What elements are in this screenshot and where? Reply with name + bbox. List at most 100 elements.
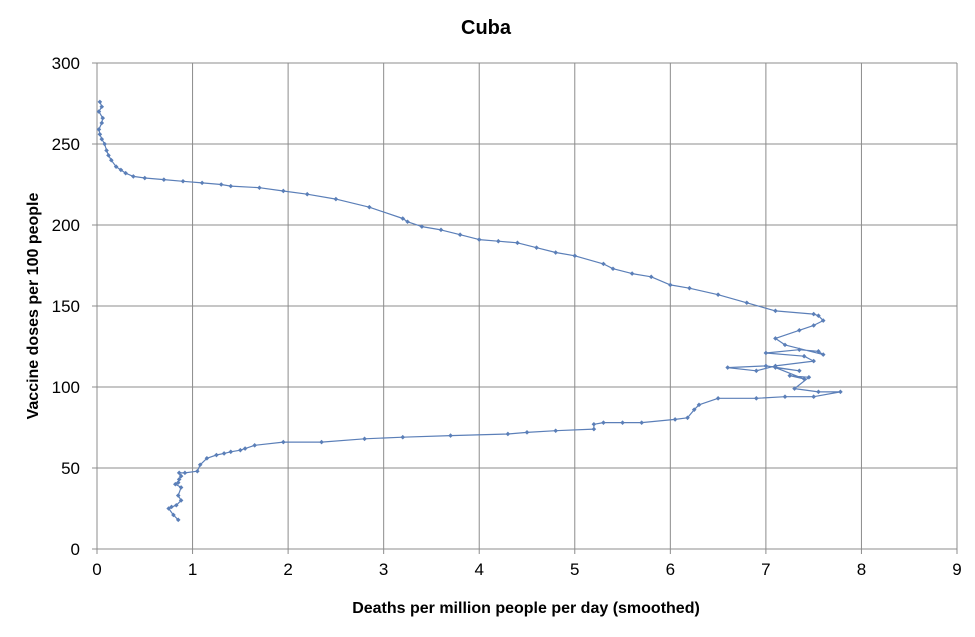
x-axis-title: Deaths per million people per day (smoot…: [352, 600, 700, 617]
data-point: [672, 417, 678, 422]
data-point: [787, 373, 793, 378]
data-point: [457, 232, 463, 238]
data-point: [610, 266, 616, 272]
y-axis-title: Vaccine doses per 100 people: [25, 193, 42, 420]
data-point: [131, 174, 136, 179]
data-point: [197, 462, 203, 468]
x-tick-label: 4: [474, 560, 483, 579]
data-point: [601, 420, 606, 425]
axes: [92, 62, 958, 554]
data-point: [171, 512, 176, 518]
y-tick-label: 0: [71, 540, 80, 559]
data-point: [178, 473, 184, 479]
data-point: [763, 350, 769, 356]
data-point: [106, 153, 111, 158]
x-tick-label: 7: [761, 560, 770, 579]
data-point: [797, 368, 802, 374]
data-point: [180, 178, 186, 184]
data-point: [100, 115, 106, 121]
x-tick-label: 1: [188, 560, 197, 579]
tick-labels: 0 1 2 3 4 5 6 7 8 9 0 50 100 150 200 250 300: [52, 54, 962, 579]
data-point: [620, 420, 625, 425]
data-point: [811, 311, 816, 317]
data-point: [96, 127, 102, 132]
data-point: [820, 352, 826, 357]
data-point: [816, 313, 821, 319]
data-point: [242, 446, 248, 451]
data-point: [204, 455, 210, 461]
data-point: [816, 349, 821, 354]
data-point: [744, 300, 750, 306]
data-point: [281, 188, 286, 194]
data-point: [797, 328, 802, 333]
data-point: [214, 452, 219, 458]
data-point: [553, 428, 558, 434]
data-point: [257, 185, 262, 191]
data-point: [773, 363, 778, 369]
data-point: [438, 227, 444, 233]
data-point: [601, 261, 606, 267]
data-point: [691, 407, 697, 412]
data-point: [173, 481, 178, 487]
data-point: [792, 386, 797, 391]
data-point: [648, 274, 654, 280]
data-point: [773, 336, 778, 341]
data-point: [99, 104, 105, 110]
data-point: [221, 451, 227, 456]
data-point: [838, 389, 843, 395]
data-point: [816, 389, 821, 395]
data-point: [174, 502, 179, 508]
data-point: [400, 216, 406, 221]
series-line: [98, 101, 842, 521]
data-point: [811, 394, 816, 400]
y-tick-label: 50: [61, 459, 80, 478]
data-point: [238, 447, 243, 453]
data-point: [109, 157, 114, 163]
y-tick-label: 300: [52, 54, 80, 73]
data-point: [773, 308, 778, 314]
x-tick-label: 2: [283, 560, 292, 579]
grid: [97, 62, 958, 549]
data-point: [419, 224, 425, 229]
data-point: [476, 237, 482, 242]
data-point: [169, 504, 174, 510]
data-point: [228, 183, 234, 189]
x-tick-label: 0: [92, 560, 101, 579]
y-tick-label: 150: [52, 297, 80, 316]
data-point: [820, 318, 826, 323]
data-point: [687, 285, 692, 291]
data-point: [178, 498, 184, 503]
x-tick-label: 5: [570, 560, 579, 579]
data-point: [99, 120, 105, 126]
data-point: [534, 245, 539, 250]
data-point: [97, 131, 103, 137]
data-point: [118, 167, 124, 173]
data-point: [754, 368, 759, 374]
data-point: [801, 353, 807, 359]
series-group: [96, 99, 843, 523]
data-point: [797, 347, 802, 353]
data-point: [725, 365, 730, 370]
x-tick-label: 8: [857, 560, 866, 579]
data-point: [199, 180, 205, 186]
data-point: [405, 219, 410, 225]
data-point: [811, 358, 816, 364]
data-point: [591, 421, 597, 427]
data-point: [99, 136, 105, 142]
data-point: [553, 250, 558, 255]
data-point: [496, 238, 501, 244]
data-point: [175, 493, 181, 498]
data-point: [591, 426, 597, 432]
data-point: [228, 449, 234, 455]
y-tick-label: 100: [52, 378, 80, 397]
data-point: [319, 439, 324, 445]
data-point: [96, 109, 102, 114]
chart-title: Cuba: [461, 17, 512, 39]
data-point: [97, 99, 103, 105]
data-point: [715, 292, 721, 297]
data-point: [806, 374, 812, 380]
data-point: [400, 434, 406, 440]
data-point: [782, 342, 788, 348]
data-point: [333, 196, 339, 202]
